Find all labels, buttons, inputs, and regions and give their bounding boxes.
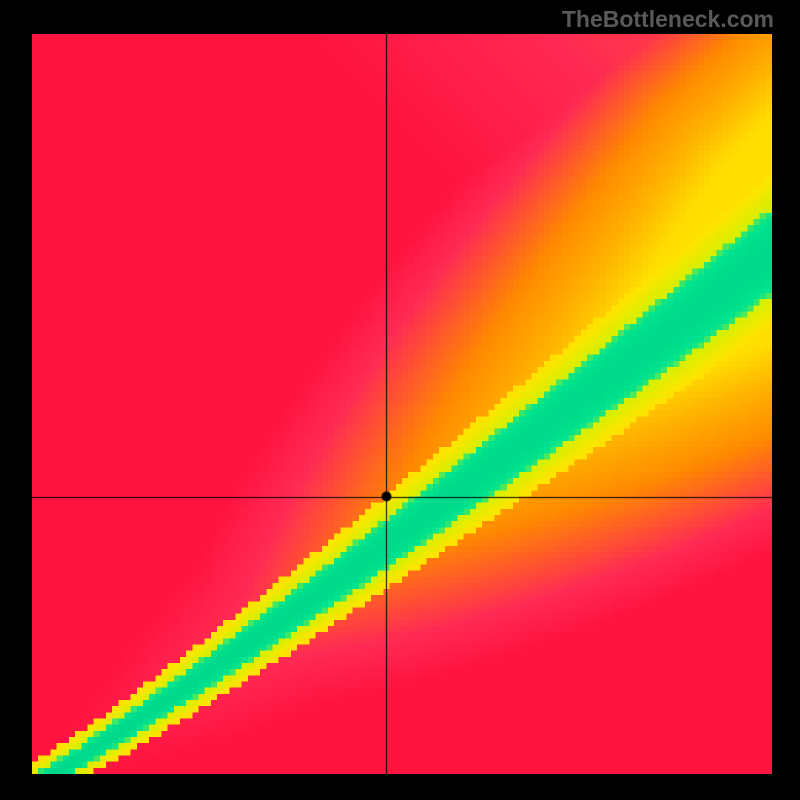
watermark-label: TheBottleneck.com bbox=[562, 6, 774, 33]
overlay-canvas bbox=[32, 34, 772, 774]
chart-container: TheBottleneck.com bbox=[0, 0, 800, 800]
